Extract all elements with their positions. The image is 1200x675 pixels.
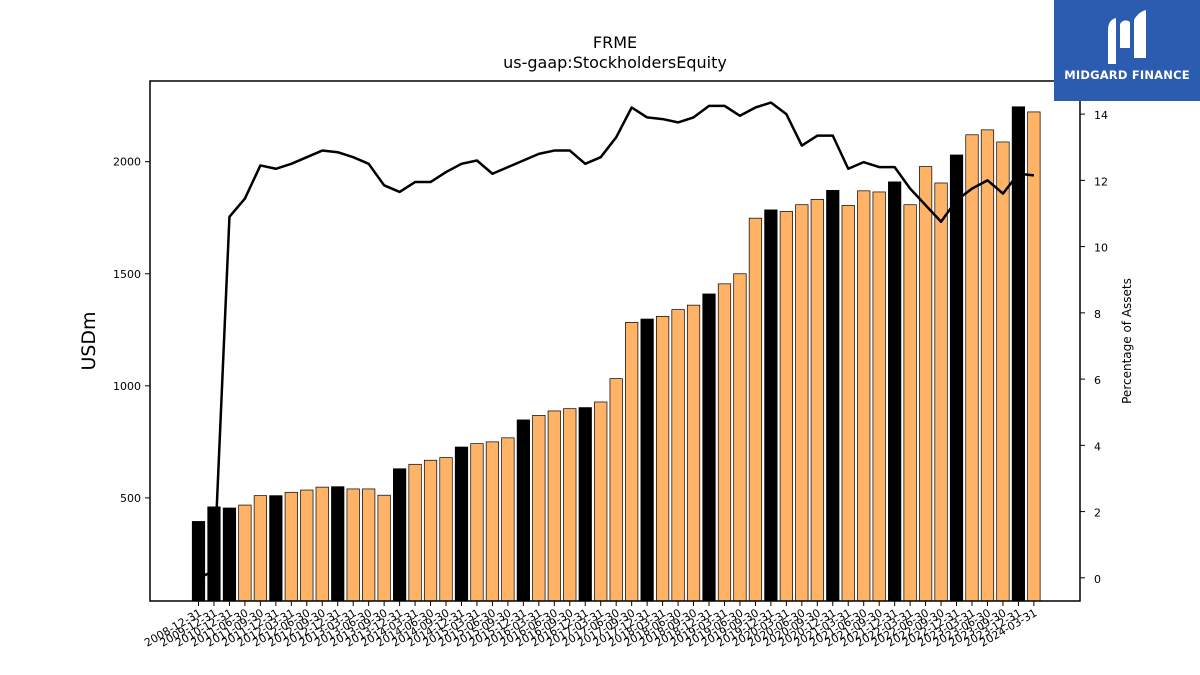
bar-2023-09-30 (996, 141, 1010, 602)
y-right-tick-label: 6 (1094, 374, 1101, 387)
bar-2011-06-30 (238, 504, 252, 602)
y-axis-right: 0 2 4 6 8 10 12 14 (1080, 109, 1108, 586)
bar-2011-12-31 (269, 495, 283, 602)
bar-2021-09-30 (872, 191, 886, 602)
y-right-tick-label: 10 (1094, 242, 1108, 255)
bar-2013-03-31 (346, 488, 360, 602)
bar-2014-12-31 (454, 446, 469, 602)
bar-2019-06-30 (733, 273, 747, 602)
bar-2019-03-31 (717, 283, 732, 602)
bar-2021-03-31 (841, 205, 855, 602)
bar-2014-09-30 (439, 457, 453, 602)
bars-group (191, 106, 1041, 602)
bar-2020-03-31 (779, 211, 793, 602)
bar-2014-06-30 (423, 459, 438, 602)
bar-2019-09-30 (748, 217, 763, 602)
bar-2008-12-31 (191, 521, 206, 602)
midgard-finance-logo: MIDGARD FINANCE (1054, 0, 1200, 101)
bar-2017-09-30 (625, 322, 639, 602)
bar-2014-03-31 (408, 463, 422, 602)
bar-2022-06-30 (918, 166, 933, 602)
bar-2016-12-31 (578, 407, 592, 602)
bar-2023-06-30 (980, 129, 995, 602)
bar-2011-09-30 (253, 495, 267, 602)
line-group (198, 101, 1035, 579)
x-axis: 2008-12-312009-12-312010-12-312011-06-30… (142, 601, 1039, 650)
bar-2012-12-31 (331, 486, 345, 602)
bar-2023-03-31 (965, 134, 979, 602)
bar-2021-06-30 (857, 190, 871, 602)
y-right-tick-label: 0 (1094, 573, 1101, 586)
bar-2016-06-30 (547, 410, 561, 602)
bar-2013-12-31 (393, 468, 407, 602)
logo-text: MIDGARD FINANCE (1064, 68, 1190, 82)
bar-2019-12-31 (764, 209, 778, 602)
bar-2020-12-31 (826, 190, 840, 602)
bar-2022-09-30 (934, 182, 948, 602)
bar-2015-03-31 (470, 443, 484, 602)
bar-2020-09-30 (810, 198, 824, 602)
bar-2020-06-30 (795, 204, 809, 602)
y-right-tick-label: 2 (1094, 507, 1101, 520)
bar-2018-12-31 (702, 293, 716, 602)
y-right-tick-label: 8 (1094, 308, 1101, 321)
bar-2024-03-31 (1027, 111, 1041, 602)
y-tick-label: 500 (120, 492, 141, 505)
bar-2018-03-31 (655, 315, 670, 602)
y-tick-label: 1500 (113, 268, 141, 281)
logo-mark-icon (1108, 10, 1146, 64)
y-tick-label: 2000 (113, 156, 141, 169)
bar-2016-09-30 (563, 408, 577, 602)
bar-2015-06-30 (485, 441, 500, 602)
bar-2021-12-31 (888, 181, 902, 602)
bar-2012-06-30 (300, 489, 314, 602)
chart-subtitle: us-gaap:StockholdersEquity (503, 53, 727, 72)
bar-2012-03-31 (284, 491, 298, 602)
y-axis-left: 500 1000 1500 2000 (113, 156, 150, 505)
bar-2017-06-30 (609, 378, 623, 602)
bar-2012-09-30 (315, 486, 329, 602)
bar-2018-09-30 (686, 304, 701, 602)
bar-2022-12-31 (949, 154, 964, 602)
bar-2015-12-31 (516, 419, 530, 602)
y-axis-label: USDm (78, 311, 100, 370)
bar-2016-03-31 (532, 415, 546, 602)
bar-2022-03-31 (903, 204, 917, 602)
plot-frame (149, 80, 1081, 602)
y-right-tick-label: 14 (1094, 109, 1108, 122)
bar-2017-12-31 (640, 318, 654, 602)
y-right-tick-label: 12 (1094, 175, 1108, 188)
bar-2015-09-30 (501, 437, 515, 602)
percentage-line (198, 101, 1035, 579)
y-tick-label: 1000 (113, 380, 141, 393)
bar-2017-03-31 (594, 401, 608, 602)
bar-2018-06-30 (671, 309, 685, 602)
bar-2013-06-30 (362, 488, 376, 602)
chart-title: FRME (593, 33, 637, 52)
bar-2013-09-30 (377, 494, 391, 602)
y-axis-right-label: Percentage of Assets (1120, 278, 1134, 404)
y-right-tick-label: 4 (1094, 440, 1101, 453)
bar-2010-12-31 (222, 507, 237, 602)
